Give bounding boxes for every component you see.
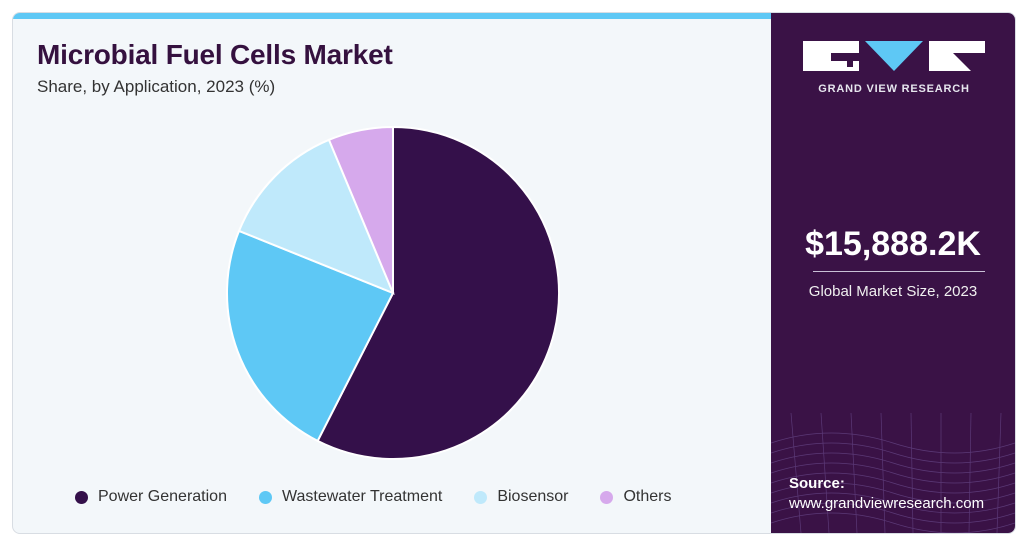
legend-swatch <box>75 490 88 504</box>
divider <box>813 271 985 272</box>
market-size-value: $15,888.2K <box>805 225 981 263</box>
legend-swatch <box>474 490 488 504</box>
market-size-label: Global Market Size, 2023 <box>808 283 978 300</box>
brand-name: GRAND VIEW RESEARCH <box>818 83 970 95</box>
accent-bar <box>13 13 771 19</box>
legend-item-wastewater-treatment: Wastewater Treatment <box>258 488 443 506</box>
pie-slice-power-generation <box>316 125 560 460</box>
chart-subtitle: Share, by Application, 2023 (%) <box>37 77 276 96</box>
legend-swatch <box>600 490 614 504</box>
legend-item-biosensor: Biosensor <box>474 488 568 506</box>
brand-logo: GRAND VIEW RESEARCH <box>803 41 985 101</box>
chart-panel: Microbial Fuel Cells Market Share, by Ap… <box>13 13 771 533</box>
legend-label: Others <box>623 488 672 505</box>
legend-item-others: Others <box>600 488 672 506</box>
source-link[interactable]: www.grandviewresearch.com <box>789 495 985 512</box>
pie-slice-biosensor <box>237 138 395 295</box>
pie-chart <box>226 125 560 460</box>
legend-swatch <box>258 490 272 504</box>
logo-mark-icon <box>803 41 985 71</box>
chart-title: Microbial Fuel Cells Market <box>37 39 393 70</box>
pie-slice-wastewater-treatment <box>226 229 395 443</box>
source-label: Source: <box>789 475 845 492</box>
legend-label: Biosensor <box>497 488 569 505</box>
side-panel: GRAND VIEW RESEARCH $15,888.2K Global Ma… <box>771 13 1015 533</box>
pie-slice-others <box>327 125 394 294</box>
decorative-wave-graphic <box>771 413 1015 533</box>
infographic-card: Microbial Fuel Cells Market Share, by Ap… <box>12 12 1016 534</box>
chart-legend: Power Generation Wastewater Treatment Bios… <box>75 485 704 509</box>
legend-item-power-generation: Power Generation <box>75 488 227 506</box>
legend-label: Wastewater Treatment <box>281 488 443 505</box>
legend-label: Power Generation <box>98 488 227 505</box>
